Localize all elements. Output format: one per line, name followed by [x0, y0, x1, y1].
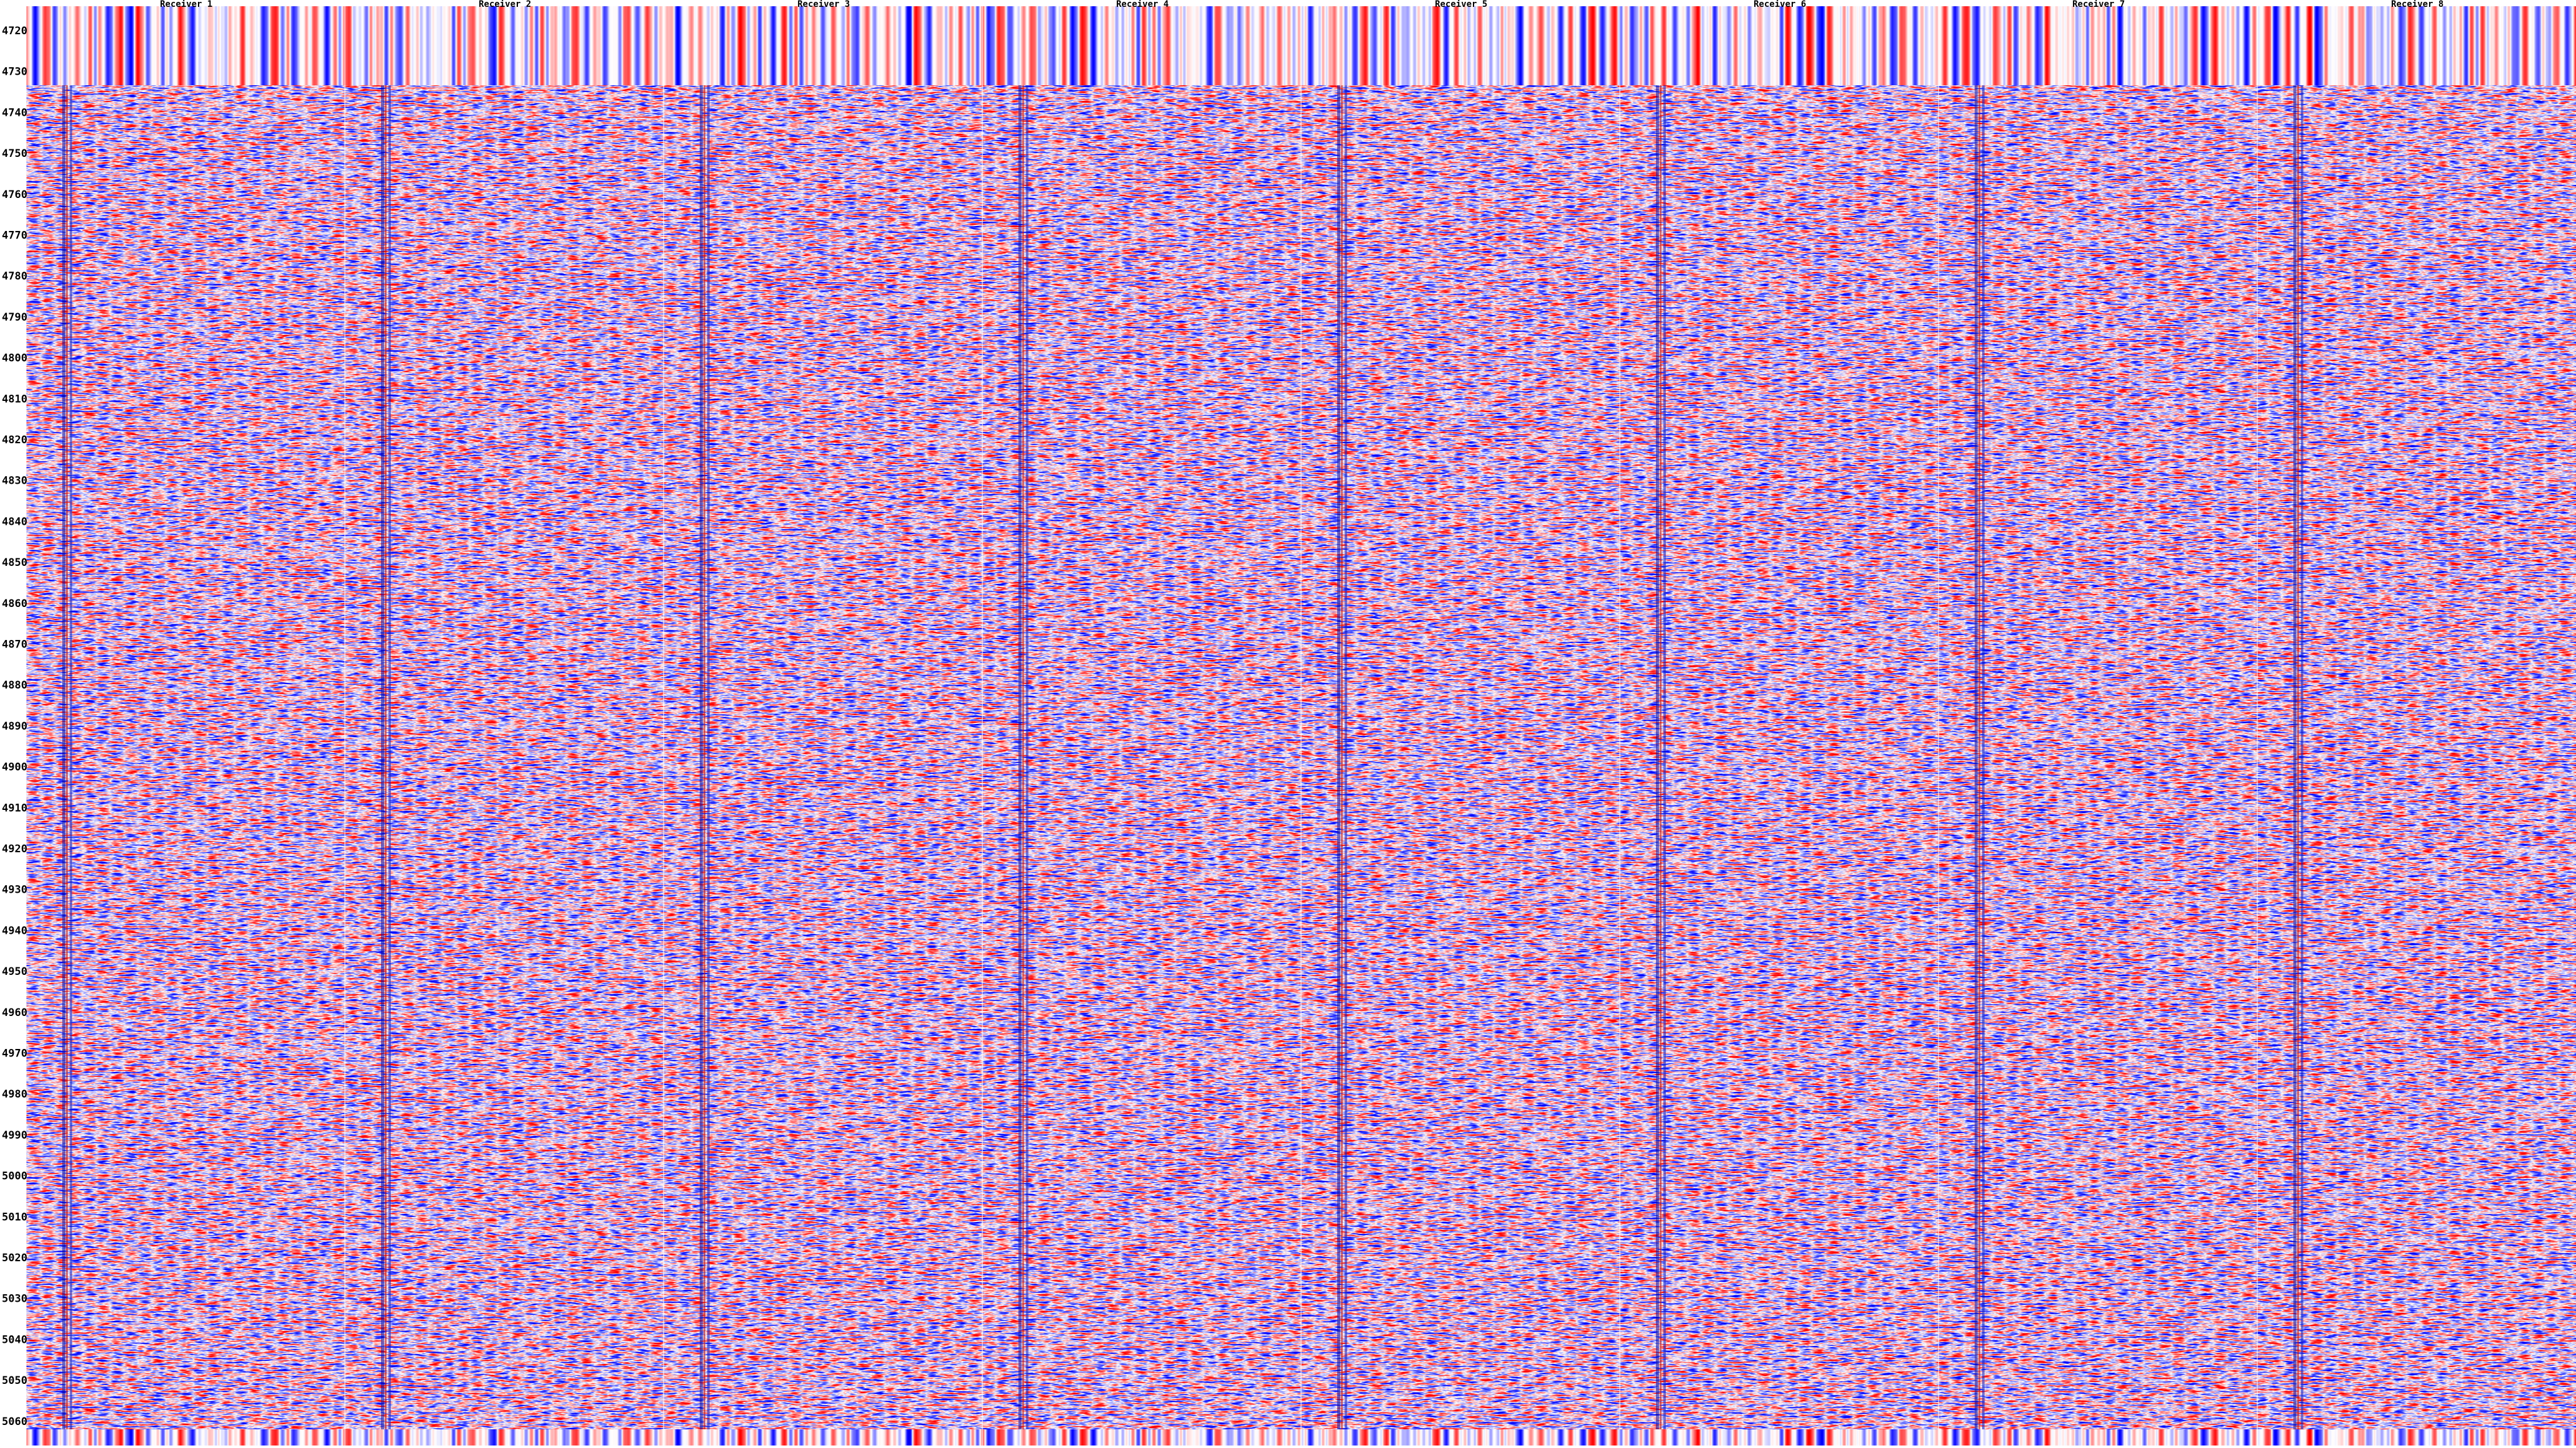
y-tick-label: 4840 — [2, 515, 27, 528]
panel-label: Receiver 3 — [797, 0, 850, 9]
panel-label: Receiver 6 — [1754, 0, 1806, 9]
y-tick-label: 4880 — [2, 679, 27, 692]
y-tick-label: 4960 — [2, 1007, 27, 1019]
y-tick-label: 4910 — [2, 802, 27, 814]
trace-band — [1018, 85, 1022, 1429]
trace-band — [707, 85, 710, 1429]
trace-band — [1341, 85, 1343, 1429]
panel-label: Receiver 7 — [2072, 0, 2125, 9]
y-tick-label: 5050 — [2, 1375, 27, 1387]
trace-band — [700, 85, 703, 1429]
y-tick-label: 4930 — [2, 884, 27, 896]
trace-band — [1978, 85, 1980, 1429]
trace-band — [1982, 85, 1985, 1429]
y-tick-label: 4830 — [2, 475, 27, 487]
y-tick-label: 4800 — [2, 352, 27, 365]
trace-band — [70, 85, 72, 1429]
y-tick-label: 4770 — [2, 230, 27, 242]
trace-band — [2297, 85, 2299, 1429]
trace-band — [1663, 85, 1666, 1429]
y-tick-label: 4950 — [2, 966, 27, 978]
y-tick-label: 4970 — [2, 1048, 27, 1060]
trace-band — [1345, 85, 1347, 1429]
y-tick-label: 4850 — [2, 557, 27, 569]
y-tick-label: 4900 — [2, 761, 27, 774]
y-tick-label: 4730 — [2, 66, 27, 78]
y-tick-label: 5040 — [2, 1333, 27, 1346]
y-tick-label: 4720 — [2, 25, 27, 37]
trace-band — [1026, 85, 1028, 1429]
panel-label: Receiver 8 — [2391, 0, 2443, 9]
y-tick-label: 4940 — [2, 924, 27, 937]
y-tick-label: 4780 — [2, 270, 27, 283]
trace-band — [62, 85, 65, 1429]
panel-label: Receiver 2 — [479, 0, 531, 9]
y-tick-label: 5020 — [2, 1252, 27, 1264]
y-tick-label: 4740 — [2, 106, 27, 119]
y-tick-label: 4920 — [2, 843, 27, 855]
y-tick-label: 4990 — [2, 1129, 27, 1142]
panel-label: Receiver 1 — [160, 0, 212, 9]
y-tick-label: 4820 — [2, 434, 27, 446]
y-tick-label: 4980 — [2, 1088, 27, 1101]
trace-band — [2293, 85, 2296, 1429]
trace-band — [388, 85, 391, 1429]
y-tick-label: 4860 — [2, 598, 27, 610]
panel-label: Receiver 4 — [1116, 0, 1168, 9]
trace-band — [1656, 85, 1659, 1429]
trace-band — [66, 85, 68, 1429]
y-tick-label: 5030 — [2, 1293, 27, 1305]
y-tick-label: 5010 — [2, 1211, 27, 1223]
trace-band — [1975, 85, 1978, 1429]
trace-band — [703, 85, 705, 1429]
y-tick-label: 5060 — [2, 1416, 27, 1428]
trace-band — [1337, 85, 1340, 1429]
y-tick-label: 4890 — [2, 720, 27, 733]
trace-band — [1660, 85, 1662, 1429]
trace-band — [2301, 85, 2303, 1429]
y-tick-label: 4750 — [2, 148, 27, 160]
y-tick-label: 5000 — [2, 1170, 27, 1183]
y-tick-label: 4760 — [2, 189, 27, 201]
panel-label: Receiver 5 — [1435, 0, 1487, 9]
y-tick-label: 4870 — [2, 639, 27, 651]
y-tick-label: 4790 — [2, 311, 27, 324]
y-tick-label: 4810 — [2, 393, 27, 405]
trace-band — [381, 85, 384, 1429]
trace-band — [385, 85, 387, 1429]
trace-band — [1022, 85, 1024, 1429]
